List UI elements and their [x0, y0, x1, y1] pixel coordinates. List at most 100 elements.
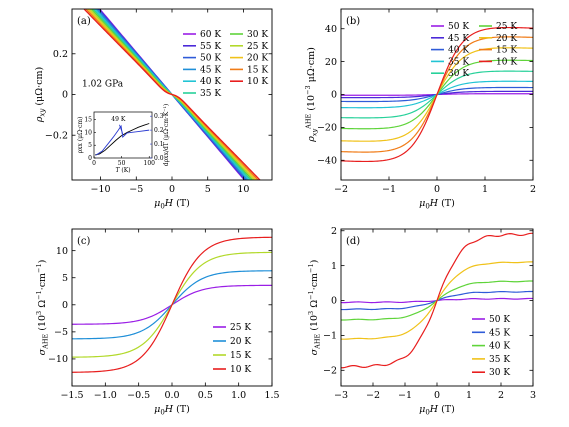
axes-frame — [71, 8, 273, 181]
series-line-10K — [341, 26, 533, 163]
panel-label: (d) — [346, 236, 360, 247]
legend-d-item: 35 K — [472, 355, 510, 365]
x-tick-label: −1 — [398, 390, 412, 401]
legend-label: 30 K — [247, 30, 268, 40]
x-tick-label: 1 — [482, 184, 488, 195]
x-tick-label: 0 — [434, 390, 440, 401]
inset-x-tick-label: 50 — [118, 160, 126, 167]
inset-x-label: T (K) — [115, 167, 130, 174]
legend-label: 15 K — [496, 46, 517, 56]
axes-frame — [71, 228, 273, 387]
axes-frame — [340, 8, 534, 181]
y-tick-label: 2 — [331, 226, 337, 237]
plot-area — [72, 236, 272, 373]
legend-d-item: 40 K — [472, 342, 510, 352]
legend-label: 45 K — [489, 328, 510, 338]
inset-yl-tick-label: 15 — [84, 117, 92, 124]
legend-b-item: 50 K — [431, 22, 469, 32]
x-axis-label: μ0H (T) — [419, 404, 455, 417]
legend-label: 60 K — [200, 30, 221, 40]
legend-a-item: 50 K — [183, 54, 221, 64]
x-tick-label: 2 — [530, 184, 536, 195]
legend-c-item: 20 K — [213, 337, 251, 347]
y-tick-label: 1 — [331, 261, 337, 272]
x-tick-label: −10 — [91, 184, 111, 195]
series-line-10K — [83, 9, 261, 180]
x-tick-label: −2 — [366, 390, 380, 401]
legend-d-item: 30 K — [472, 368, 510, 378]
legend-a-item: 25 K — [230, 42, 268, 52]
y-tick-label: 0 — [62, 90, 68, 101]
legend-a-item: 30 K — [230, 30, 268, 40]
legend-a-item: 20 K — [230, 54, 268, 64]
plot-area — [83, 9, 261, 180]
legend-b-item: 35 K — [431, 57, 469, 67]
legend-a-item: 45 K — [183, 65, 221, 75]
x-axis-label: μ0H (T) — [154, 404, 190, 417]
legend-a-item: 40 K — [183, 77, 221, 87]
x-tick-label: −3 — [334, 390, 348, 401]
y-tick-label: 10 — [56, 246, 68, 257]
legend-a-item: 15 K — [230, 65, 268, 75]
x-tick-label: 3 — [530, 390, 536, 401]
legend-label: 30 K — [448, 69, 469, 79]
legend-label: 15 K — [247, 65, 268, 75]
legend-d-item: 50 K — [472, 315, 510, 325]
inset-x-tick-label: 0 — [92, 160, 96, 167]
panel-a: −10 −5 0 5 10 −0.2 0 0.2 (a) μ0H (T) ρxy (μΩ·cm) 1.… — [34, 8, 273, 211]
x-tick-label: −5 — [129, 184, 143, 195]
y-axis-label: σAHE (103 Ω−1·cm−1) — [307, 260, 322, 356]
y-tick-label: −5 — [54, 327, 68, 338]
inset-arrow — [119, 124, 124, 134]
y-tick-label: −1 — [323, 331, 337, 342]
legend-label: 40 K — [200, 77, 221, 87]
legend-label: 35 K — [200, 89, 221, 99]
y-tick-label: 40 — [325, 24, 337, 35]
legend-b-item: 10 K — [479, 57, 517, 67]
x-tick-label: 1.0 — [231, 390, 246, 401]
inset-yl-tick-label: 5 — [88, 142, 92, 149]
inset-y-left-label: ρxx (μΩ·cm) — [77, 117, 84, 154]
legend-d-item: 45 K — [472, 328, 510, 338]
legend-label: 35 K — [489, 355, 510, 365]
x-tick-label: −0.5 — [127, 390, 150, 401]
legend-label: 40 K — [448, 46, 469, 56]
y-tick-label: 0 — [331, 90, 337, 101]
x-tick-label: −1.5 — [60, 390, 83, 401]
inset-yr-tick-label: 0.0 — [154, 155, 164, 162]
x-tick-label: 1 — [466, 390, 472, 401]
y-tick-label: −0.2 — [45, 130, 68, 141]
y-tick-label: −10 — [48, 354, 68, 365]
pressure-annotation: 1.02 GPa — [82, 79, 124, 89]
inset: 0 50 100 0 5 10 15 0.0 0.1 0.2 0.3 T (K) ρxx (μΩ·cm)… — [77, 104, 170, 174]
inset-yr-tick-label: 0.1 — [154, 141, 164, 148]
x-tick-label: −1.0 — [94, 390, 117, 401]
legend-label: 25 K — [247, 42, 268, 52]
panel-c: −1.5 −1.0 −0.5 0.0 0.5 1.0 1.5 −10 −5 0 5 10 (c) μ0H … — [35, 228, 280, 417]
legend-label: 20 K — [496, 34, 517, 44]
inset-annotation: 49 K — [111, 116, 126, 123]
inset-yr-tick-label: 0.2 — [154, 127, 164, 134]
legend-b-item: 15 K — [479, 46, 517, 56]
legend-label: 10 K — [247, 77, 268, 87]
plot-area — [341, 26, 533, 163]
inset-drho-dt-line — [95, 124, 150, 156]
legend-b-item: 40 K — [431, 46, 469, 56]
inset-rho-xx-line — [94, 123, 150, 156]
y-tick-label: −20 — [317, 123, 337, 134]
y-tick-label: −40 — [317, 155, 337, 166]
legend-label: 50 K — [448, 22, 469, 32]
x-tick-label: 2 — [498, 390, 504, 401]
y-tick-label: 0 — [331, 296, 337, 307]
legend-label: 50 K — [200, 54, 221, 64]
legend-label: 20 K — [230, 337, 251, 347]
legend-a-item: 10 K — [230, 77, 268, 87]
legend-c-item: 25 K — [213, 323, 251, 333]
x-tick-label: 0 — [434, 184, 440, 195]
axes-frame — [340, 228, 534, 387]
plot-area — [341, 232, 533, 369]
legend-c-item: 10 K — [213, 365, 251, 375]
panel-b: −2 −1 0 1 2 −40 −20 0 20 40 (b) μ0H (T) ρxyAHE (10−3… — [304, 8, 536, 211]
y-tick-label: 20 — [325, 57, 337, 68]
